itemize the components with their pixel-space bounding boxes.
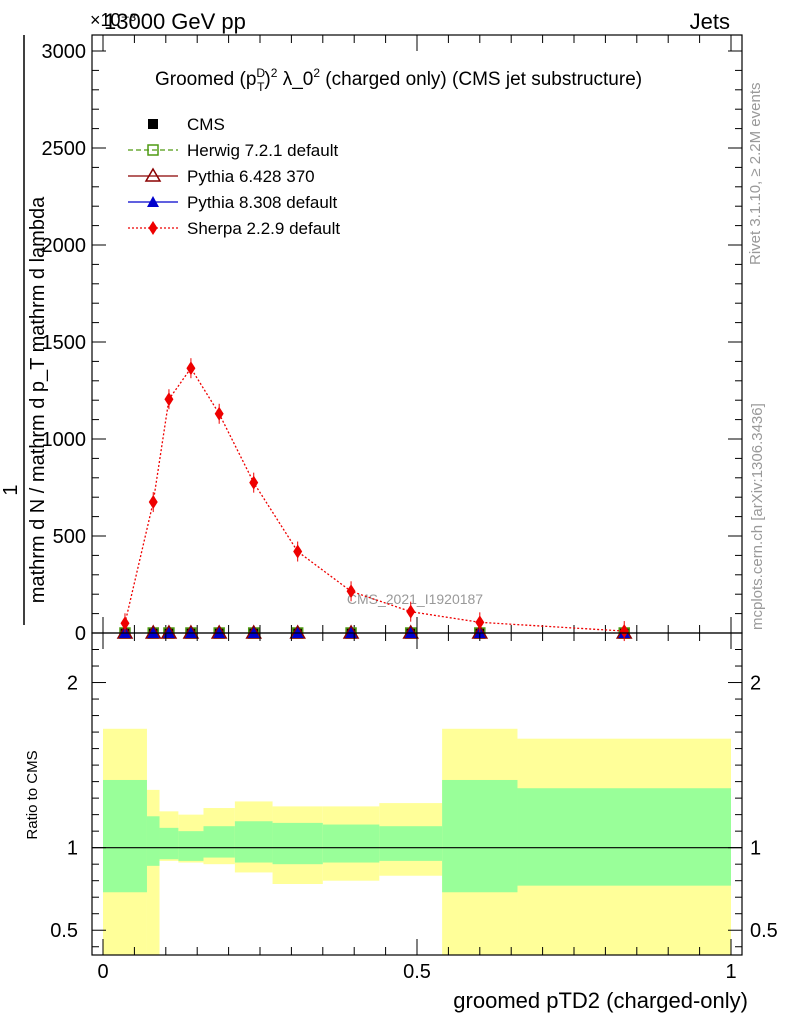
legend-entry: Pythia 8.308 default	[128, 193, 338, 212]
ratio-band-green	[272, 822, 323, 865]
legend: CMS Herwig 7.2.1 default Pythia 6.428 370 P…	[128, 115, 340, 238]
ratio-band-green	[146, 816, 160, 866]
header-left: 13000 GeV pp	[104, 9, 246, 34]
y-tick-label: 500	[53, 526, 86, 548]
ratio-y-axis: 0.5 0.5 1 1 2 2	[50, 649, 778, 948]
y-tick-label: 2500	[42, 138, 87, 160]
legend-label: CMS	[187, 115, 225, 134]
ratio-y-tick-label: 2	[67, 673, 78, 695]
legend-entry: Herwig 7.2.1 default	[128, 141, 338, 160]
y-label-outer-numerator: 1	[0, 484, 22, 495]
marker-diamond	[120, 616, 130, 631]
legend-label: Pythia 6.428 370	[187, 167, 315, 186]
legend-entry: Pythia 6.428 370	[128, 167, 315, 186]
marker-diamond	[214, 406, 224, 421]
y-exponent-label: ×10⁻³	[90, 10, 136, 30]
rivet-version-label: Rivet 3.1.10, ≥ 2.2M events	[747, 83, 764, 266]
ratio-band-green	[442, 779, 518, 893]
y-tick-label: 1500	[42, 332, 87, 354]
x-axis-label: groomed pTD2 (charged-only)	[453, 988, 748, 1013]
ratio-y-tick-label-right: 2	[750, 673, 761, 695]
ratio-band-green	[234, 821, 273, 863]
main-plot: 0 500 1000 1500 2000 2500 3000 Groomed (pD T)2 …	[42, 34, 743, 645]
ratio-y-tick-label-right: 1	[750, 838, 761, 860]
ratio-band-green	[203, 826, 235, 858]
ratio-band-green	[322, 824, 380, 863]
marker-diamond	[406, 604, 416, 619]
y-tick-label: 1000	[42, 429, 87, 451]
y-tick-label: 3000	[42, 41, 87, 63]
y-label-outer-denominator: mathrm d N / mathrm d p_T mathrm d lambd…	[27, 196, 49, 603]
marker-diamond	[346, 584, 356, 599]
marker-diamond	[186, 361, 196, 376]
mcplots-label: mcplots.cern.ch [arXiv:1306.3436]	[749, 403, 766, 630]
ratio-band-green	[178, 831, 204, 861]
series-sherpa-2-2-9-default	[120, 358, 629, 642]
ratio-y-tick-label-right: 0.5	[750, 920, 778, 942]
main-y-label: mathrm d N / mathrm d p_T mathrm d lambd…	[0, 35, 49, 625]
marker-diamond	[475, 615, 485, 630]
legend-entry: CMS	[148, 115, 225, 134]
ratio-band-green	[103, 779, 147, 893]
marker-diamond	[164, 392, 174, 407]
marker-open-square	[147, 144, 159, 156]
main-title: Groomed (pD T)2 λ_02 (charged only) (CMS …	[155, 66, 642, 94]
marker-diamond	[249, 475, 259, 490]
ratio-band-green	[517, 788, 731, 886]
ratio-y-tick-label: 1	[67, 838, 78, 860]
ratio-band-green	[159, 827, 179, 860]
marker-open-triangle	[144, 167, 162, 182]
marker-filled-triangle	[147, 196, 159, 207]
ratio-y-label: Ratio to CMS	[24, 750, 41, 839]
marker-diamond	[148, 221, 158, 235]
analysis-watermark: CMS_2021_I1920187	[347, 591, 483, 607]
x-tick-label: 1	[725, 961, 736, 983]
legend-label: Sherpa 2.2.9 default	[187, 219, 340, 238]
x-tick-label: 0	[97, 961, 108, 983]
ratio-bands	[103, 728, 731, 955]
ratio-y-tick-label: 0.5	[50, 920, 78, 942]
legend-label: Pythia 8.308 default	[187, 193, 338, 212]
x-tick-label: 0.5	[403, 961, 431, 983]
marker-diamond	[293, 544, 303, 559]
ratio-band-yellow	[146, 789, 160, 955]
legend-label: Herwig 7.2.1 default	[187, 141, 338, 160]
ratio-band-green	[379, 826, 443, 861]
marker-square	[148, 119, 158, 129]
y-tick-label: 2000	[42, 235, 87, 257]
marker-diamond	[148, 495, 158, 510]
legend-entry: Sherpa 2.2.9 default	[128, 219, 340, 238]
main-y-axis: 0 500 1000 1500 2000 2500 3000	[42, 41, 742, 645]
ratio-x-axis: 0 0.5 1	[97, 633, 737, 983]
header-right: Jets	[690, 9, 730, 34]
y-tick-label: 0	[75, 623, 86, 645]
marker-diamond	[619, 624, 629, 639]
ratio-plot: 0.5 0.51 12 2 0 0.5 1 Ratio to CMS groomed pT…	[24, 632, 778, 1013]
